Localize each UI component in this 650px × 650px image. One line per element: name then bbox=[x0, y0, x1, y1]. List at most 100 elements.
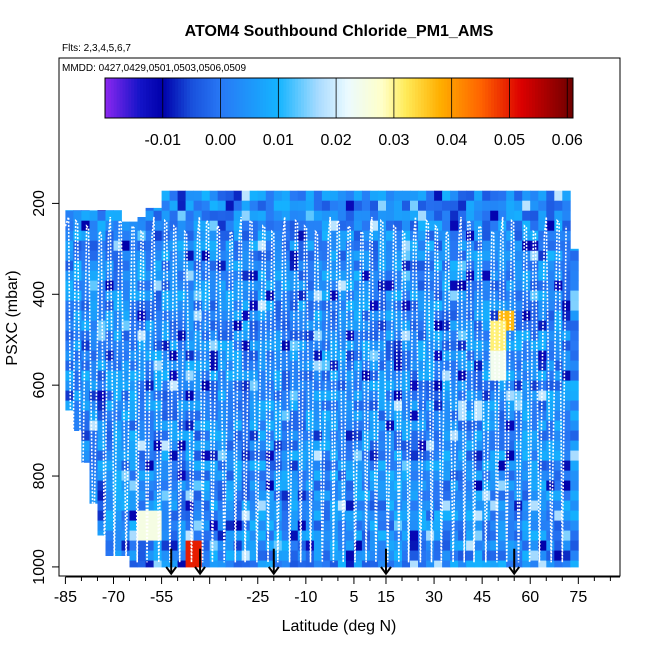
heat-cell bbox=[506, 480, 515, 491]
heat-cell bbox=[378, 390, 387, 401]
colorbar-swatch bbox=[105, 78, 109, 118]
colorbar-tick-label: 0.02 bbox=[321, 132, 352, 149]
heat-cell bbox=[145, 210, 154, 222]
heat-cell bbox=[458, 230, 467, 242]
heat-cell bbox=[97, 340, 106, 351]
colorbar-swatch bbox=[107, 78, 112, 118]
heat-cell bbox=[321, 300, 331, 311]
heat-cell bbox=[137, 260, 146, 272]
heat-cell bbox=[105, 460, 114, 471]
heat-cell bbox=[353, 190, 363, 202]
heat-cell bbox=[241, 390, 251, 401]
heat-cell bbox=[249, 400, 259, 411]
heat-cell bbox=[410, 380, 419, 391]
heat-cell bbox=[185, 270, 194, 282]
heat-cell bbox=[546, 460, 555, 471]
heat-cell bbox=[137, 420, 146, 431]
heat-cell bbox=[386, 490, 395, 501]
heat-cell bbox=[153, 360, 162, 371]
heat-cell bbox=[466, 320, 475, 331]
heat-cell bbox=[329, 220, 339, 232]
heat-cell bbox=[482, 300, 491, 311]
heat-cell bbox=[466, 210, 475, 222]
heat-cell bbox=[361, 240, 371, 252]
heat-cell bbox=[297, 320, 307, 331]
heat-cell bbox=[273, 480, 283, 491]
colorbar-swatch bbox=[137, 78, 141, 118]
heat-cell bbox=[201, 450, 211, 461]
heat-cell bbox=[538, 400, 547, 411]
heat-cell bbox=[329, 520, 339, 531]
heat-cell bbox=[305, 390, 315, 401]
heat-cell bbox=[281, 230, 291, 242]
heat-cell bbox=[434, 410, 443, 421]
heat-cell bbox=[105, 400, 114, 411]
heat-cell bbox=[402, 300, 411, 311]
heat-cell bbox=[297, 190, 307, 202]
heat-cell bbox=[410, 370, 419, 381]
heat-cell bbox=[89, 310, 98, 321]
heat-cell bbox=[506, 460, 515, 471]
heat-cell bbox=[145, 450, 154, 461]
heat-cell bbox=[442, 550, 451, 561]
heat-cell bbox=[538, 330, 547, 341]
heat-cell bbox=[89, 430, 98, 441]
heat-cell bbox=[337, 230, 347, 242]
heat-cell bbox=[353, 480, 363, 491]
heat-cell bbox=[273, 350, 283, 361]
heat-cell bbox=[466, 430, 475, 441]
heat-cell bbox=[530, 480, 539, 491]
heat-cell bbox=[217, 260, 227, 272]
heat-cell bbox=[321, 480, 331, 491]
heat-cell bbox=[289, 520, 299, 531]
heat-cell bbox=[522, 200, 531, 212]
heat-cell bbox=[209, 220, 219, 232]
heat-cell bbox=[466, 340, 475, 351]
heat-cell bbox=[402, 460, 411, 471]
heat-cell bbox=[169, 530, 178, 541]
heat-cell bbox=[161, 280, 170, 291]
heat-cell bbox=[193, 420, 202, 431]
heat-cell bbox=[353, 230, 363, 242]
heat-cell bbox=[466, 470, 475, 481]
heat-cell bbox=[418, 370, 427, 381]
heat-cell bbox=[169, 250, 178, 262]
heat-cell bbox=[546, 320, 555, 331]
colorbar-swatch bbox=[564, 78, 568, 118]
heat-cell bbox=[193, 510, 202, 521]
x-tick-label: -85 bbox=[54, 589, 77, 606]
colorbar-swatch bbox=[257, 78, 261, 118]
heat-cell bbox=[410, 190, 419, 202]
heat-cell bbox=[233, 520, 243, 531]
heat-cell bbox=[554, 200, 563, 212]
heat-cell bbox=[498, 500, 507, 511]
heat-cell bbox=[378, 280, 387, 291]
heat-cell bbox=[121, 350, 130, 361]
heat-cell bbox=[450, 220, 459, 232]
heat-cell bbox=[153, 410, 162, 421]
heat-cell bbox=[329, 310, 339, 321]
heat-cell bbox=[273, 420, 283, 431]
heat-cell bbox=[361, 270, 371, 282]
heat-cell bbox=[450, 200, 459, 212]
heat-cell bbox=[498, 210, 507, 222]
heat-cell bbox=[353, 220, 363, 232]
heat-cell bbox=[554, 240, 563, 252]
heat-cell bbox=[201, 510, 211, 521]
heat-cell bbox=[225, 430, 235, 441]
heat-cell bbox=[169, 490, 178, 501]
heat-cell bbox=[161, 380, 170, 391]
heat-cell bbox=[394, 260, 403, 272]
heat-cell bbox=[89, 330, 98, 341]
heat-cell bbox=[121, 370, 130, 381]
heat-cell bbox=[418, 380, 427, 391]
heat-cell bbox=[297, 310, 307, 321]
heat-cell bbox=[297, 560, 307, 568]
heat-cell bbox=[474, 400, 483, 411]
heat-cell bbox=[506, 530, 515, 541]
heat-cell bbox=[554, 230, 563, 242]
heat-cell bbox=[418, 310, 427, 321]
heat-cell bbox=[321, 550, 331, 561]
heat-cell bbox=[105, 390, 114, 401]
heat-cell bbox=[386, 320, 395, 331]
